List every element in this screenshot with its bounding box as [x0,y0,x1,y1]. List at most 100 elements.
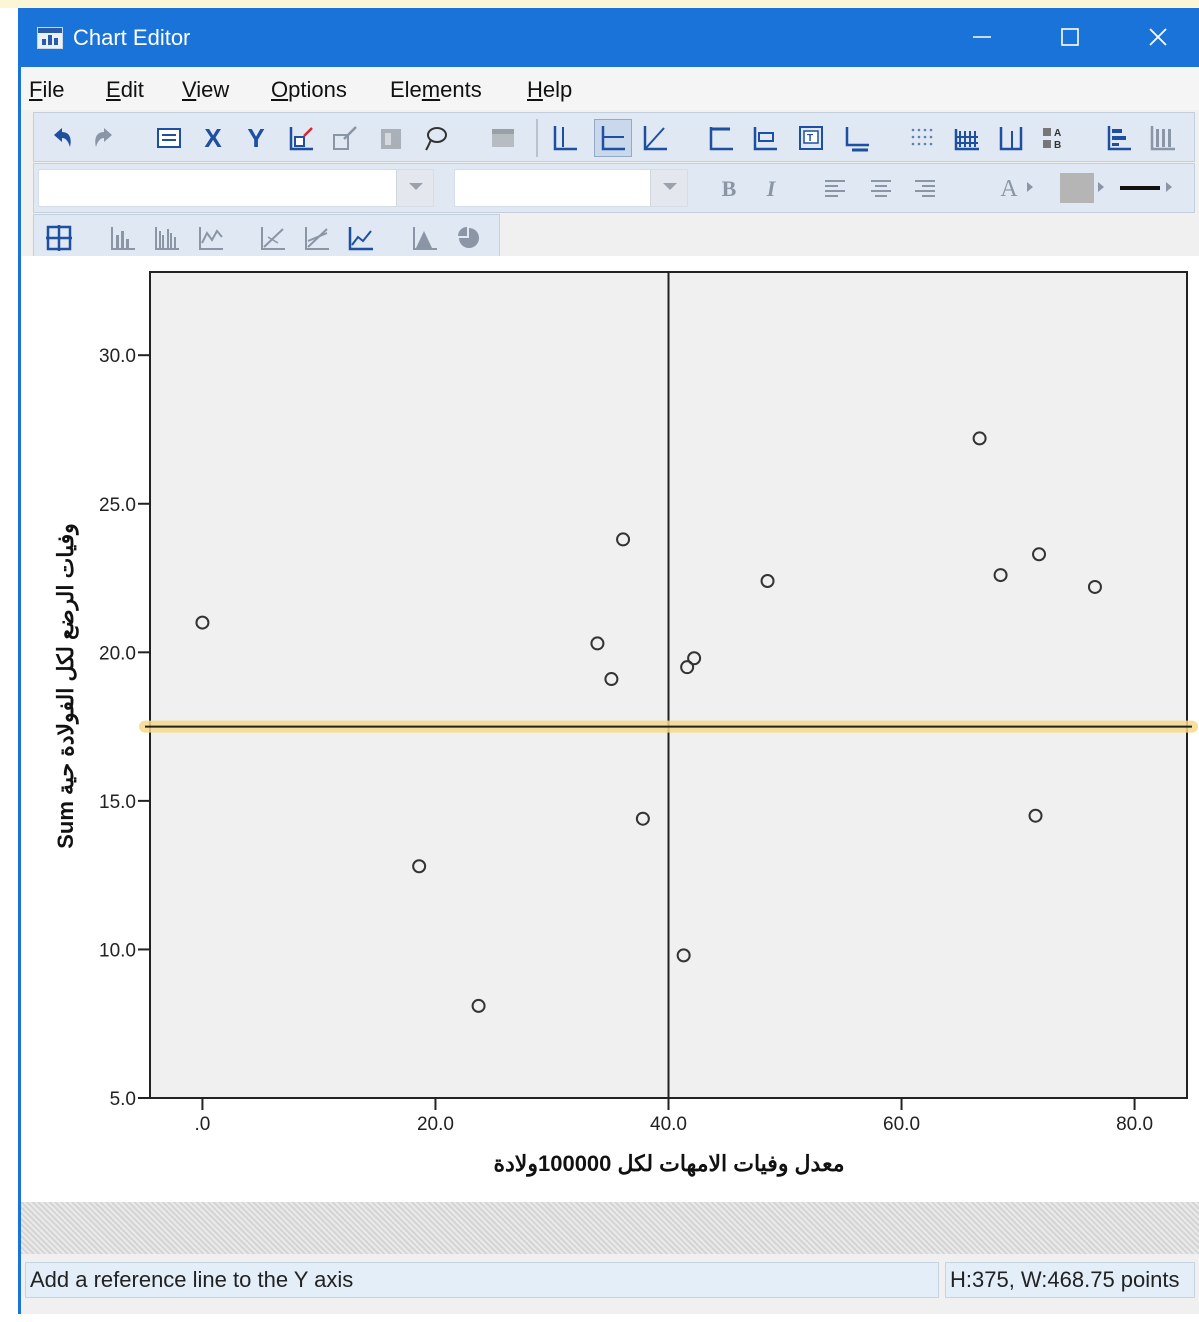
bold-button[interactable]: B [712,172,746,206]
undo-button[interactable] [44,121,78,155]
add-title-button[interactable] [704,121,738,155]
distribution-curve-button[interactable] [408,221,442,255]
data-point[interactable] [1032,547,1047,562]
show-derived-axis-button[interactable] [950,121,984,155]
align-center-button[interactable] [864,172,898,206]
rescale-axis-button[interactable] [328,121,362,155]
data-editor-button[interactable] [486,121,520,155]
caret-icon[interactable] [1166,182,1172,192]
align-right-button[interactable] [908,172,942,206]
clustered-bar-button[interactable] [150,221,184,255]
menu-file[interactable]: File [29,77,65,102]
caret-icon[interactable] [1027,182,1033,192]
line-chart-icon [199,227,223,250]
caret-icon[interactable] [1098,182,1104,192]
scale-bars-button[interactable] [1146,121,1180,155]
font-family-combo[interactable] [38,169,434,207]
fill-color-button[interactable] [1060,173,1094,203]
data-point[interactable] [471,998,486,1013]
menu-elements[interactable]: Elements [390,77,482,102]
add-annotation-button[interactable] [748,121,782,155]
text-color-button[interactable]: A [992,172,1026,206]
line-chart-button[interactable] [194,221,228,255]
menu-edit[interactable]: Edit [106,77,144,102]
rescale-chart-icon [289,127,313,151]
show-data-labels-button[interactable] [374,121,408,155]
minimize-button[interactable] [938,8,1026,67]
x-axis-label[interactable]: معدل وفيات الامهات لكل 100000ولادة [493,1151,844,1177]
interpolation-line-button[interactable] [256,221,290,255]
x-axis[interactable]: .0 20.0 40.0 60.0 80.0 [195,1098,1154,1135]
maximize-button[interactable] [1026,8,1114,67]
rescale-chart-button[interactable] [284,121,318,155]
font-size-combo[interactable] [454,169,688,207]
title-bar[interactable]: Chart Editor [21,8,1199,67]
properties-button[interactable] [152,121,186,155]
show-grid-lines-button[interactable] [904,121,938,155]
data-point[interactable] [972,431,987,446]
select-y-axis-button[interactable]: Y [239,121,273,155]
menu-options[interactable]: Options [271,77,347,102]
add-interpolation-line-button[interactable] [344,221,378,255]
data-point[interactable] [680,660,695,675]
y-tick-label: 20.0 [99,643,136,664]
text-color-icon: A [1000,175,1018,202]
line-style-button[interactable] [1120,186,1160,190]
select-x-axis-button[interactable]: X [196,121,230,155]
svg-text:T: T [807,133,813,144]
data-point[interactable] [604,672,619,687]
title-icon [709,127,733,151]
data-points[interactable] [195,431,1102,1013]
bold-icon: B [721,176,737,201]
editor-footer-pattern [21,1202,1199,1254]
data-point[interactable] [590,636,605,651]
fit-line-subgroups-button[interactable] [300,221,334,255]
align-left-button[interactable] [818,172,852,206]
lasso-select-button[interactable] [418,121,452,155]
add-reference-line-equation-button[interactable] [638,121,672,155]
italic-button[interactable]: I [754,172,788,206]
chart-size-readout: H:375, W:468.75 points [945,1262,1195,1298]
axes-icon [999,127,1023,151]
y-axis[interactable]: 5.0 10.0 15.0 20.0 25.0 30.0 [99,346,150,1110]
fit-line-total-button[interactable] [42,221,76,255]
chart-canvas[interactable]: 5.0 10.0 15.0 20.0 25.0 30.0 .0 20.0 40.0 60.0 80… [21,256,1199,1202]
toolbar-main: X Y T [33,112,1195,162]
y-tick-label: 15.0 [99,792,136,813]
data-point[interactable] [635,811,650,826]
chevron-down-icon[interactable] [650,170,687,206]
bar-chart-button[interactable] [106,221,140,255]
chevron-down-icon[interactable] [396,170,433,206]
add-y-reference-line-button[interactable] [594,119,632,157]
add-footnote-button[interactable] [840,121,874,155]
data-point[interactable] [616,532,631,547]
y-axis-label[interactable]: Sum وفيات الرضع لكل الفولادة حية [53,523,79,849]
menu-view[interactable]: View [182,77,230,102]
chart-editor-app-icon [37,27,63,49]
transpose-chart-button[interactable] [1102,121,1136,155]
explode-slice-button[interactable] [452,221,486,255]
redo-button[interactable] [88,121,122,155]
show-y-reference-line-button[interactable] [548,121,582,155]
show-axes-button[interactable] [994,121,1028,155]
scatter-chart[interactable]: 5.0 10.0 15.0 20.0 25.0 30.0 .0 20.0 40.0 60.0 80… [21,256,1199,1202]
rescale-axis-icon [333,126,357,150]
background-strip [0,0,1199,8]
clustered-bar-icon [155,227,179,250]
data-point[interactable] [687,651,702,666]
data-point[interactable] [993,568,1008,583]
equation-line-icon [643,126,667,151]
annotation-icon [753,127,777,151]
data-point[interactable] [676,948,691,963]
data-point[interactable] [1028,808,1043,823]
close-button[interactable] [1114,8,1199,67]
data-point[interactable] [195,615,210,630]
menu-bar: File Edit View Options Elements Help [21,67,1199,110]
data-point[interactable] [412,859,427,874]
data-point[interactable] [760,574,775,589]
add-text-box-button[interactable]: T [794,121,828,155]
interpolation-icon [261,227,285,250]
data-point[interactable] [1087,579,1102,594]
menu-help[interactable]: Help [527,77,573,102]
